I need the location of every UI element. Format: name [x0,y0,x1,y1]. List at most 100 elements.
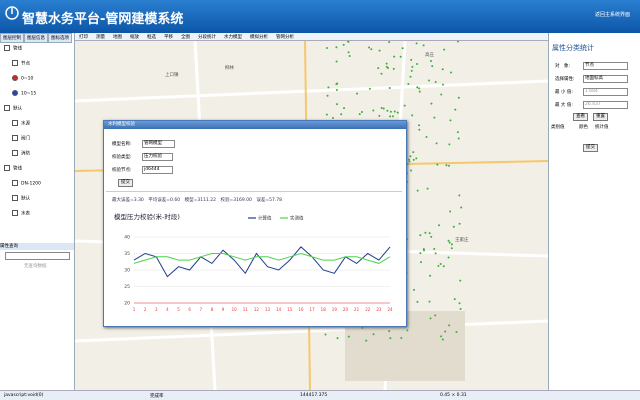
tool-button[interactable]: 分段统计 [198,35,216,40]
attr-label: 选择属性: [555,77,575,82]
tool-button[interactable]: 模拟分析 [250,35,268,40]
attr-select[interactable]: 地面标高 [583,75,628,83]
pipe-node [408,160,411,163]
pipe-node [434,314,437,317]
type-label: 校验类型: [112,155,132,160]
pipe-node [389,115,392,118]
object-label: 对 象: [555,64,571,69]
pipe-node [356,92,359,95]
layer-row[interactable]: DN-1200 [12,180,41,187]
tab[interactable]: 图层控制 [0,33,24,43]
layer-label: 管线 [13,166,22,172]
pipe-node [416,300,419,303]
layer-row[interactable]: 水表 [12,210,30,217]
layer-row[interactable]: 10~15 [12,90,36,97]
view-button[interactable]: 查看 [573,113,588,121]
pipe-node [407,158,410,161]
layer-label: 水表 [21,211,30,217]
x-tick-label: 9 [222,307,225,312]
pipe-node [415,42,418,45]
tool-button[interactable]: 平移 [164,35,173,40]
layer-row[interactable]: 管线 [4,165,22,172]
name-label: 模型名称: [112,142,132,147]
tool-button[interactable]: 测量 [96,35,105,40]
reset-button[interactable]: 重置 [593,113,608,121]
x-tick-label: 17 [310,307,316,312]
layer-row[interactable]: 消防 [12,150,30,157]
pipe-node [372,109,375,112]
query-title: 属性查询 [0,243,74,250]
tool-button[interactable]: 管网分析 [276,35,294,40]
tab[interactable]: 图层信息 [24,33,48,43]
pipe-node [335,83,338,86]
layer-row[interactable]: 水源 [12,120,30,127]
pipe-node [393,110,396,113]
pipe-node [365,339,368,342]
layer-row[interactable]: 默认 [12,195,30,202]
pipe-node [430,235,433,238]
pipe-node [448,143,451,146]
min-input[interactable]: 1.684 [583,88,628,96]
pipe-node [458,222,461,225]
type-select[interactable]: 压力校验 [142,153,173,161]
layer-row[interactable]: 管线 [4,45,22,52]
pipe-node [335,88,338,91]
pipe-node [429,274,432,277]
layer-row[interactable]: 节点 [12,60,30,67]
layer-icon [12,180,18,186]
y-tick-label: 30 [124,268,130,274]
x-tick-label: 7 [200,307,203,312]
tool-button[interactable]: 打印 [79,35,88,40]
x-tick-label: 24 [387,307,393,312]
pipe-node [435,142,438,145]
tool-button[interactable]: 缩放 [130,35,139,40]
toolbar: 打印 测量 地图 缩放 框选 平移 全图 分段统计 水力模型 模拟分析 管网分析 [75,33,548,41]
node-select[interactable]: jd6444 [142,166,173,174]
node-label: 校验节点: [112,168,132,173]
pipe-node [377,67,380,70]
layer-row[interactable]: 阀门 [12,135,30,142]
name-input[interactable]: 管网模型 [142,140,175,148]
tool-button[interactable]: 水力模型 [224,35,242,40]
pipe-node [342,43,345,46]
pipe-node [326,94,329,97]
tab[interactable]: 图标选项 [48,33,72,43]
layer-label: 阀门 [21,136,30,142]
pipe-node [447,256,450,259]
tool-button[interactable]: 框选 [147,35,156,40]
submit-button[interactable]: 提交 [583,144,598,152]
pipe-node [450,243,453,246]
pipe-node [420,261,423,264]
dialog-submit[interactable]: 提交 [118,179,133,187]
object-select[interactable]: 节点 [583,62,628,70]
pipe-node [411,65,414,68]
layer-row[interactable]: 0~10 [12,75,33,82]
layer-label: 消防 [21,151,30,157]
pipe-node [325,113,328,116]
min-label: 最 小 值: [555,90,573,95]
dialog-title: 水利模型校验 [104,121,406,129]
y-tick-label: 25 [124,284,130,290]
pipe-node [410,58,413,61]
pipe-node [434,252,437,255]
stats-title: 属性分类统计 [552,44,594,52]
pipe-node [336,103,339,106]
pipe-node [425,135,428,138]
layer-icon [4,45,10,51]
layer-label: 管线 [13,46,22,52]
tool-button[interactable]: 全图 [181,35,190,40]
max-input[interactable]: 26.437 [583,101,628,109]
pipe-node [448,241,451,244]
query-select[interactable] [5,252,70,260]
layer-row[interactable]: 默认 [4,105,22,112]
pipe-node [426,187,429,190]
return-link[interactable]: 返回主系统界面 [594,12,630,18]
right-panel: 属性分类统计 对 象: 节点 选择属性: 地面标高 最 小 值: 1.684 最… [548,33,640,390]
tool-button[interactable]: 地图 [113,35,122,40]
pipe-node [419,234,422,237]
layer-label: 水源 [21,121,30,127]
pipe-node [327,86,330,89]
pipe-node [456,131,459,134]
pipe-node [412,288,415,291]
pipe-node [389,110,392,113]
